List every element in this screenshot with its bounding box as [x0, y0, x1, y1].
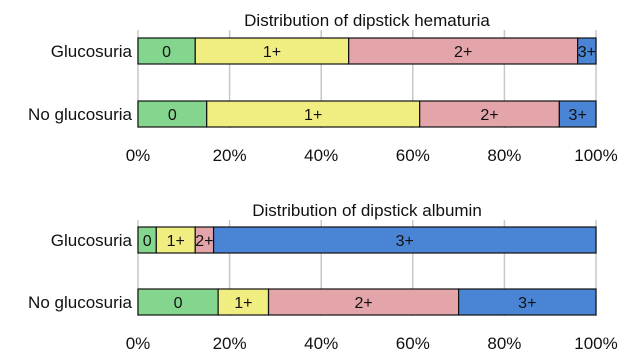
x-tick-label: 80% — [487, 146, 521, 165]
x-tick-label: 60% — [396, 334, 430, 352]
segment-label: 1+ — [234, 295, 252, 312]
bar-segment — [419, 100, 560, 128]
bar-segment — [217, 288, 270, 316]
category-label: Glucosuria — [51, 42, 133, 61]
segment-label: 1+ — [263, 44, 281, 61]
segment-label: 2+ — [354, 295, 372, 312]
segment-label: 1+ — [304, 107, 322, 124]
bar-segment — [212, 226, 597, 254]
bar-segment — [267, 288, 460, 316]
x-tick-label: 40% — [304, 334, 338, 352]
category-label: No glucosuria — [28, 293, 132, 312]
segment-label: 0 — [162, 44, 171, 61]
segment-label: 2+ — [195, 233, 213, 250]
bar-segment — [577, 37, 597, 65]
bar-segment — [155, 226, 196, 254]
x-tick-label: 0% — [126, 334, 151, 352]
x-tick-label: 20% — [213, 334, 247, 352]
bar-segment — [137, 100, 208, 128]
x-tick-label: 80% — [487, 334, 521, 352]
segment-label: 1+ — [167, 233, 185, 250]
x-tick-label: 60% — [396, 146, 430, 165]
segment-label: 2+ — [480, 107, 498, 124]
bar-segment — [137, 288, 219, 316]
albumin-chart: Distribution of dipstick albumin 0% 20% 40… — [28, 201, 618, 352]
bar-segment — [137, 37, 196, 65]
x-tick-label: 20% — [213, 146, 247, 165]
bar-segment — [558, 100, 597, 128]
segment-label: 0 — [143, 233, 152, 250]
x-tick-label: 100% — [574, 146, 617, 165]
segment-label: 3+ — [518, 295, 536, 312]
x-tick-label: 40% — [304, 146, 338, 165]
bar-segment — [458, 288, 597, 316]
category-label: Glucosuria — [51, 231, 133, 250]
category-label: No glucosuria — [28, 105, 132, 124]
segment-label: 0 — [174, 295, 183, 312]
segment-label: 0 — [168, 107, 177, 124]
bar-segment — [206, 100, 421, 128]
hematuria-chart: Distribution of dipstick hematuria 0% 20%… — [28, 11, 618, 165]
x-tick-label: 0% — [126, 146, 151, 165]
segment-label: 3+ — [569, 107, 587, 124]
segment-label: 3+ — [578, 44, 596, 61]
chart-title: Distribution of dipstick albumin — [252, 201, 482, 220]
x-tick-label: 100% — [574, 334, 617, 352]
segment-label: 2+ — [454, 44, 472, 61]
chart-title: Distribution of dipstick hematuria — [244, 11, 490, 30]
segment-label: 3+ — [396, 233, 414, 250]
